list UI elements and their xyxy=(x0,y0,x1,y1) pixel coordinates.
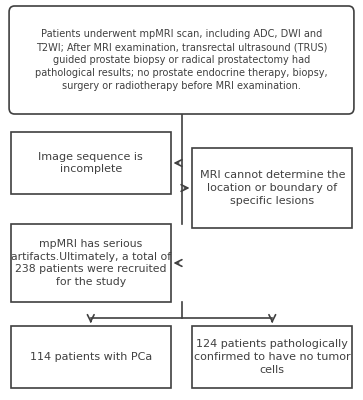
Text: Patients underwent mpMRI scan, including ADC, DWI and
T2WI; After MRI examinatio: Patients underwent mpMRI scan, including… xyxy=(35,29,328,91)
FancyBboxPatch shape xyxy=(192,326,352,388)
Text: mpMRI has serious
artifacts.Ultimately, a total of
238 patients were recruited
f: mpMRI has serious artifacts.Ultimately, … xyxy=(11,239,171,287)
Text: MRI cannot determine the
location or boundary of
specific lesions: MRI cannot determine the location or bou… xyxy=(200,170,345,206)
FancyBboxPatch shape xyxy=(192,148,352,228)
FancyBboxPatch shape xyxy=(9,6,354,114)
FancyBboxPatch shape xyxy=(11,224,171,302)
FancyBboxPatch shape xyxy=(11,132,171,194)
Text: 124 patients pathologically
confirmed to have no tumor
cells: 124 patients pathologically confirmed to… xyxy=(194,339,351,375)
FancyBboxPatch shape xyxy=(11,326,171,388)
Text: Image sequence is
incomplete: Image sequence is incomplete xyxy=(38,152,143,174)
Text: 114 patients with PCa: 114 patients with PCa xyxy=(30,352,152,362)
